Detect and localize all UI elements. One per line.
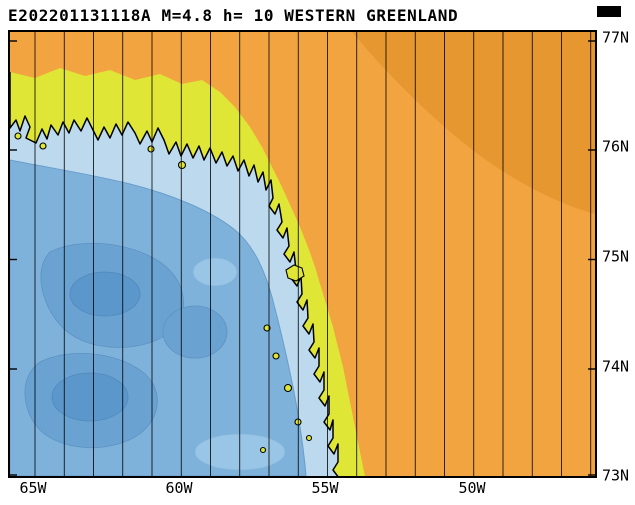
map-canvas — [8, 30, 597, 478]
lon-label-65w: 65W — [19, 479, 47, 497]
latitude-ticks — [10, 40, 595, 476]
islands — [14, 132, 313, 454]
meridian-grid-lines — [34, 32, 592, 476]
lat-label-73n: 73N — [602, 466, 630, 485]
map-svg — [10, 32, 595, 476]
lat-label-76n: 76N — [602, 137, 630, 156]
lat-label-74n: 74N — [602, 357, 630, 376]
plot-title: E202201131118A M=4.8 h= 10 WESTERN GREEN… — [8, 6, 459, 25]
corner-mark — [597, 6, 621, 17]
lon-label-50w: 50W — [458, 479, 486, 497]
lon-label-55w: 55W — [311, 479, 339, 497]
lon-label-60w: 60W — [165, 479, 193, 497]
lat-label-75n: 75N — [602, 247, 630, 266]
land-interior — [10, 32, 595, 476]
lat-label-77n: 77N — [602, 28, 630, 47]
